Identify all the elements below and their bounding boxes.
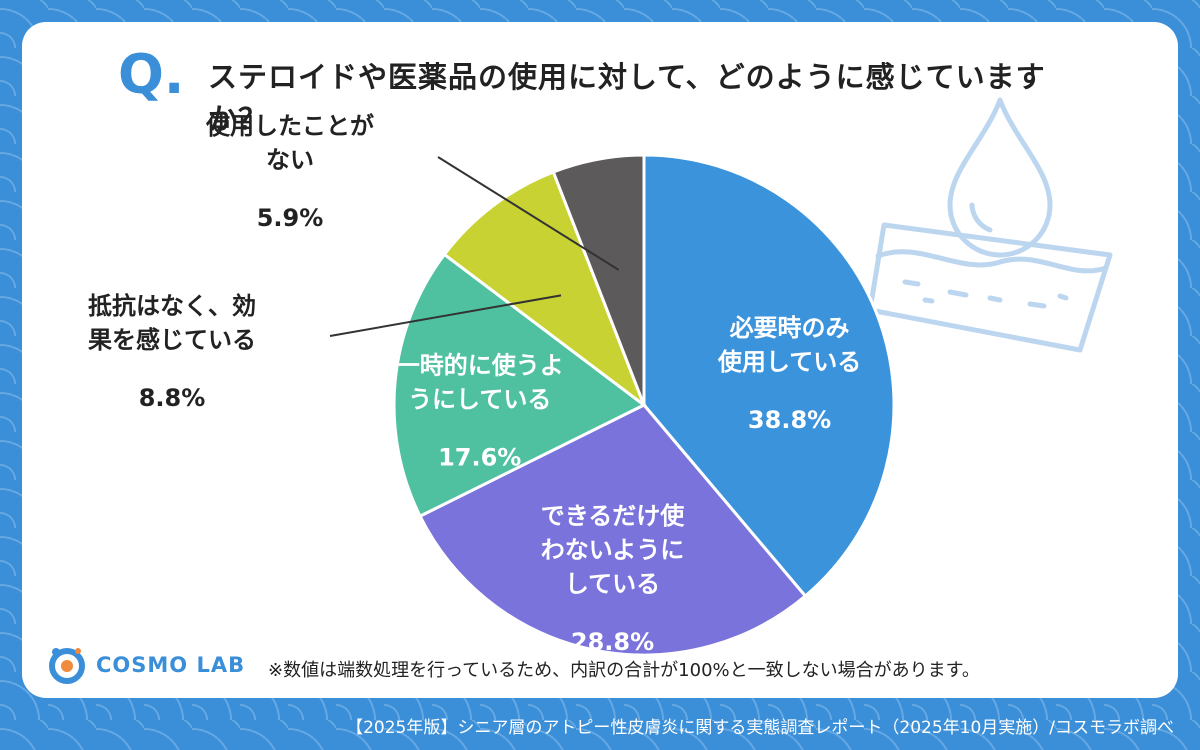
slice-value-label: 17.6%: [438, 444, 521, 472]
question-mark: Q.: [118, 43, 185, 106]
question-title: ステロイドや医薬品の使用に対して、どのように感じていますか？: [208, 60, 1046, 136]
water-drop-skin-icon: [867, 97, 1113, 353]
cosmo-lab-logo-icon: [49, 648, 85, 684]
slice-value-label: 8.8%: [139, 384, 206, 412]
pie-slice: [418, 403, 808, 657]
slice-label: 必要時のみ: [730, 314, 850, 342]
source-footer: 【2025年版】シニア層のアトピー性皮膚炎に関する実態調査レポート（2025年1…: [346, 718, 1174, 738]
pie-slice: [551, 153, 646, 406]
slice-label: 一時的に使うよ: [396, 352, 564, 380]
slice-value-label: 5.9%: [257, 204, 324, 232]
logo-text: COSMO LAB: [96, 653, 246, 677]
pie-slice: [392, 252, 647, 519]
slice-label: 抵抗はなく、効: [88, 292, 256, 320]
slice-label: できるだけ使: [541, 502, 686, 530]
slice-label: ない: [266, 146, 314, 174]
pie-slice: [442, 170, 648, 410]
slice-label: 使用したことが: [205, 112, 374, 140]
slice-label: している: [565, 570, 660, 598]
slice-value-label: 28.8%: [571, 628, 654, 656]
leader-line: [437, 156, 620, 271]
slice-value-label: 38.8%: [748, 406, 831, 434]
slice-label: うにしている: [408, 386, 551, 414]
slice-label: 果を感じている: [88, 326, 256, 354]
leader-line: [329, 294, 562, 337]
footnote: ※数値は端数処理を行っているため、内訳の合計が100%と一致しない場合があります…: [268, 660, 980, 681]
pie-slice: [642, 153, 896, 599]
slice-label: わないように: [541, 536, 685, 564]
cosmo-lab-logo: COSMO LAB: [46, 644, 245, 686]
slice-label: 使用している: [717, 348, 861, 376]
